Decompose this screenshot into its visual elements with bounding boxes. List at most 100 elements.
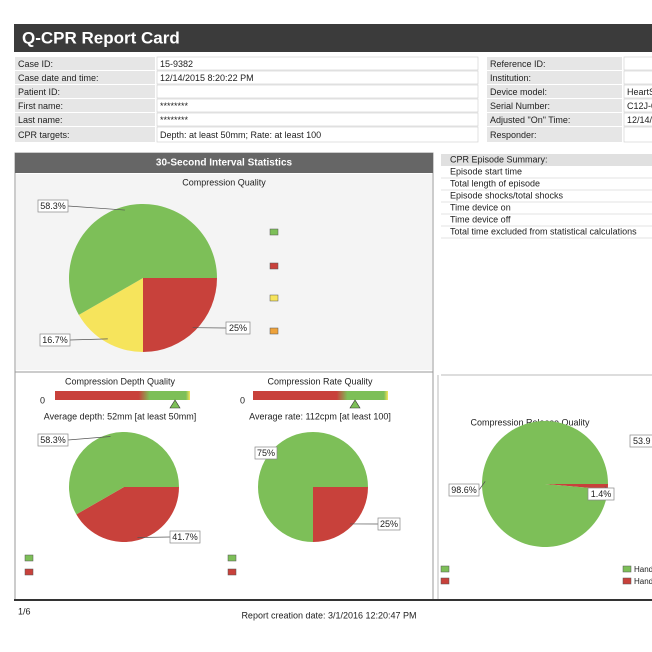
depth-bar — [55, 391, 190, 400]
value-label-box — [377, 517, 401, 531]
info-value: 12/14/2 — [627, 115, 652, 125]
value-label: 41.7% — [172, 532, 198, 542]
info-label-cell — [15, 71, 155, 84]
info-label: Last name: — [18, 115, 63, 125]
summary-row: Time device off — [450, 214, 511, 224]
summary-row: Total time excluded from statistical cal… — [450, 226, 637, 236]
legend-label: Hand — [634, 565, 652, 574]
info-value-cell — [156, 70, 479, 85]
summary-title-bar — [441, 154, 652, 166]
depth-marker — [169, 399, 181, 409]
summary-row: Total length of episode — [450, 178, 540, 188]
info-label-cell — [15, 127, 155, 142]
creation-date: Report creation date: 3/1/2016 12:20:47 … — [241, 610, 416, 620]
leader-line — [478, 481, 486, 491]
legend-swatch — [269, 228, 279, 236]
info-value: ******** — [160, 115, 189, 125]
info-value: ******** — [160, 101, 189, 111]
info-label: Device model: — [490, 87, 547, 97]
info-value-cell — [623, 84, 652, 99]
value-label-box — [629, 434, 652, 448]
info-label: Serial Number: — [490, 101, 550, 111]
info-label: Case ID: — [18, 59, 53, 69]
info-value: 12/14/2015 8:20:22 PM — [160, 73, 254, 83]
info-value: 15-9382 — [160, 59, 193, 69]
pie-slice — [258, 432, 368, 542]
legend-swatch — [24, 554, 34, 562]
info-value-cell — [623, 112, 652, 127]
info-value: C12J-0 — [627, 101, 652, 111]
chart-title: Compression Quality — [182, 177, 266, 187]
info-label-cell — [487, 85, 622, 98]
value-label-box — [37, 199, 69, 213]
value-label: 98.6% — [451, 485, 477, 495]
value-label-box — [448, 483, 480, 497]
info-value: Depth: at least 50mm; Rate: at least 100 — [160, 130, 321, 140]
leader-line — [67, 205, 125, 211]
panel-title-bar — [15, 153, 433, 173]
value-label-box — [39, 333, 71, 347]
info-label-cell — [487, 99, 622, 112]
summary-title: CPR Episode Summary: — [450, 154, 548, 164]
info-label: Patient ID: — [18, 87, 60, 97]
info-label-cell — [487, 71, 622, 84]
pie-slice — [69, 204, 217, 315]
value-label: 58.3% — [40, 201, 66, 211]
leader-line — [67, 436, 111, 441]
bar-start: 0 — [40, 395, 45, 405]
legend-swatch — [269, 327, 279, 335]
info-label-cell — [487, 127, 622, 142]
legend-swatch — [440, 565, 450, 573]
value-label-box — [37, 433, 69, 447]
info-value-cell — [156, 112, 479, 127]
rate-bar — [253, 391, 388, 400]
info-value-cell — [156, 126, 479, 143]
info-value-cell — [156, 56, 479, 71]
average: Average rate: 112cpm [at least 100] — [249, 411, 391, 421]
info-value-cell — [156, 84, 479, 99]
legend-swatch — [24, 568, 34, 576]
pie-slice — [482, 421, 608, 548]
average: Average depth: 52mm [at least 50mm] — [44, 411, 196, 421]
info-value-cell — [623, 70, 652, 85]
value-label-box — [225, 321, 251, 335]
value-label: 25% — [380, 519, 398, 529]
info-value-cell — [623, 98, 652, 113]
info-label: First name: — [18, 101, 63, 111]
legend-swatch — [622, 565, 632, 573]
title: Q-CPR Report Card — [22, 28, 180, 47]
info-label: Case date and time: — [18, 73, 99, 83]
pie-slice — [78, 278, 143, 352]
rate-marker — [349, 399, 361, 409]
legend-swatch — [269, 262, 279, 270]
info-label-cell — [487, 113, 622, 126]
page-number: 1/6 — [18, 606, 31, 616]
legend-swatch — [227, 568, 237, 576]
info-label: Adjusted "On" Time: — [490, 115, 570, 125]
info-value-cell — [156, 98, 479, 113]
info-value-cell — [623, 126, 652, 143]
info-label-cell — [15, 113, 155, 126]
info-label: Reference ID: — [490, 59, 546, 69]
value-label: 75% — [257, 448, 275, 458]
pie-slice — [69, 432, 179, 515]
value-label-box — [169, 530, 201, 544]
value-label: 53.9 — [633, 436, 651, 446]
pie-slice — [313, 487, 368, 542]
info-value-cell — [623, 56, 652, 71]
header-bar — [14, 24, 652, 52]
summary-row: Episode shocks/total shocks — [450, 190, 564, 200]
pie-slice — [76, 487, 179, 542]
value-label: 25% — [229, 323, 247, 333]
info-label: Institution: — [490, 73, 531, 83]
panel-title: 30-Second Interval Statistics — [156, 158, 293, 169]
legend-swatch — [269, 294, 279, 302]
chart-title: Compression Depth Quality — [65, 376, 176, 386]
pie-slice — [143, 278, 217, 352]
legend-swatch — [622, 577, 632, 585]
chart-title: Compression Rate Quality — [267, 376, 373, 386]
info-label-cell — [15, 99, 155, 112]
legend-swatch — [440, 577, 450, 585]
